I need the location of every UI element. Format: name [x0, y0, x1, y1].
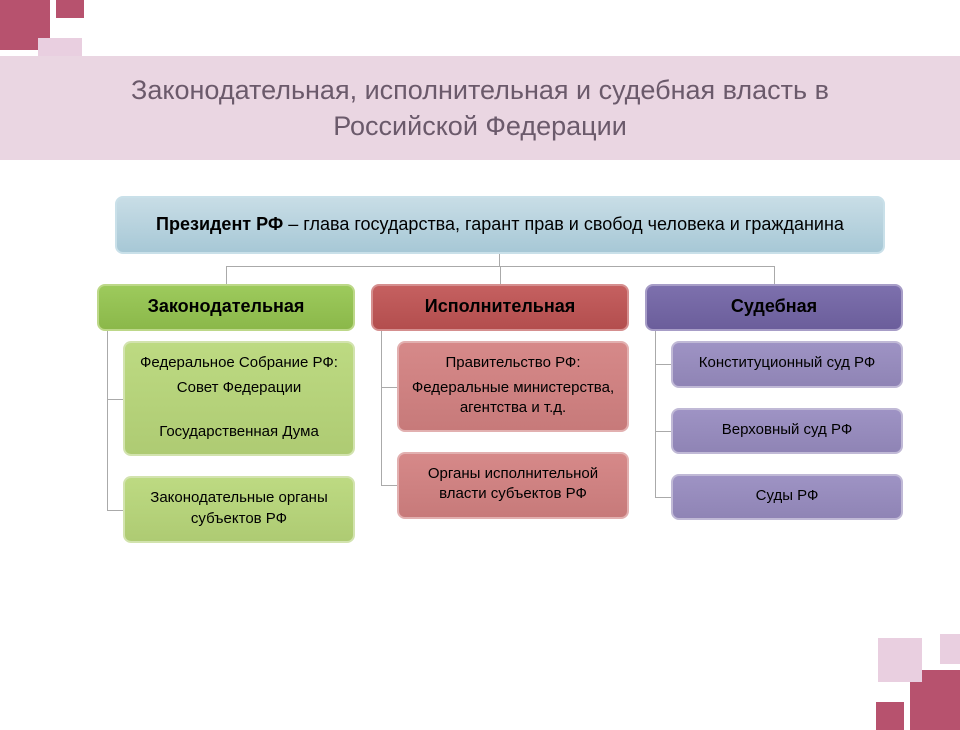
- branch-item: Законодательные органы субъектов РФ: [123, 476, 355, 543]
- branch-item: Федеральное Собрание РФ: Совет Федерации Г…: [123, 341, 355, 456]
- item-line: Совет Федерации: [135, 378, 343, 398]
- connector-bar: [115, 254, 885, 284]
- branch-body: Правительство РФ: Федеральные министерств…: [371, 331, 629, 518]
- item-line: Государственная Дума: [135, 422, 343, 442]
- title-band: Законодательная, исполнительная и судебн…: [0, 56, 960, 160]
- branches-row: Законодательная Федеральное Собрание РФ: С…: [70, 284, 930, 563]
- item-line: Верховный суд РФ: [722, 421, 852, 438]
- branch-item: Конституционный суд РФ: [671, 341, 903, 387]
- deco-square: [876, 702, 904, 730]
- slide-title: Законодательная, исполнительная и судебн…: [100, 72, 860, 145]
- branch-item: Суды РФ: [671, 474, 903, 520]
- branch-judicial: Судебная Конституционный суд РФ Верховный …: [645, 284, 903, 563]
- item-line: Федеральные министерства, агентства и т.…: [409, 378, 617, 419]
- deco-square: [940, 634, 960, 664]
- branch-body: Федеральное Собрание РФ: Совет Федерации Г…: [97, 331, 355, 543]
- branch-item: Верховный суд РФ: [671, 408, 903, 454]
- branch-legislative: Законодательная Федеральное Собрание РФ: С…: [97, 284, 355, 563]
- corner-deco-bottom: [860, 620, 960, 730]
- president-bold: Президент РФ: [156, 214, 283, 234]
- president-rest: – глава государства, гарант прав и свобо…: [283, 214, 844, 234]
- branch-item-box: Органы исполнительной власти субъектов Р…: [397, 452, 629, 519]
- branch-body: Конституционный суд РФ Верховный суд РФ Су…: [645, 331, 903, 520]
- item-line: Суды РФ: [756, 487, 819, 504]
- item-line: Федеральное Собрание РФ:: [140, 354, 338, 371]
- connector-drop: [500, 266, 501, 284]
- branch-item: Органы исполнительной власти субъектов Р…: [397, 452, 629, 519]
- item-line: Правительство РФ:: [445, 354, 580, 371]
- branch-item: Правительство РФ: Федеральные министерств…: [397, 341, 629, 432]
- item-line: Законодательные органы субъектов РФ: [150, 489, 327, 526]
- branch-item-box: Федеральное Собрание РФ: Совет Федерации Г…: [123, 341, 355, 456]
- branch-header-executive: Исполнительная: [371, 284, 629, 331]
- branch-executive: Исполнительная Правительство РФ: Федеральн…: [371, 284, 629, 563]
- connector-drop: [774, 266, 775, 284]
- branch-item-box: Правительство РФ: Федеральные министерств…: [397, 341, 629, 432]
- org-chart: Президент РФ – глава государства, гарант…: [70, 196, 930, 563]
- branch-item-box: Суды РФ: [671, 474, 903, 520]
- item-line: Конституционный суд РФ: [699, 354, 876, 371]
- president-box: Президент РФ – глава государства, гарант…: [115, 196, 885, 254]
- item-line: Органы исполнительной власти субъектов Р…: [428, 465, 598, 502]
- branch-header-judicial: Судебная: [645, 284, 903, 331]
- deco-square: [878, 638, 922, 682]
- branch-item-box: Конституционный суд РФ: [671, 341, 903, 387]
- branch-item-box: Верховный суд РФ: [671, 408, 903, 454]
- branch-header-legislative: Законодательная: [97, 284, 355, 331]
- branch-item-box: Законодательные органы субъектов РФ: [123, 476, 355, 543]
- deco-square: [56, 0, 84, 18]
- connector-drop: [226, 266, 227, 284]
